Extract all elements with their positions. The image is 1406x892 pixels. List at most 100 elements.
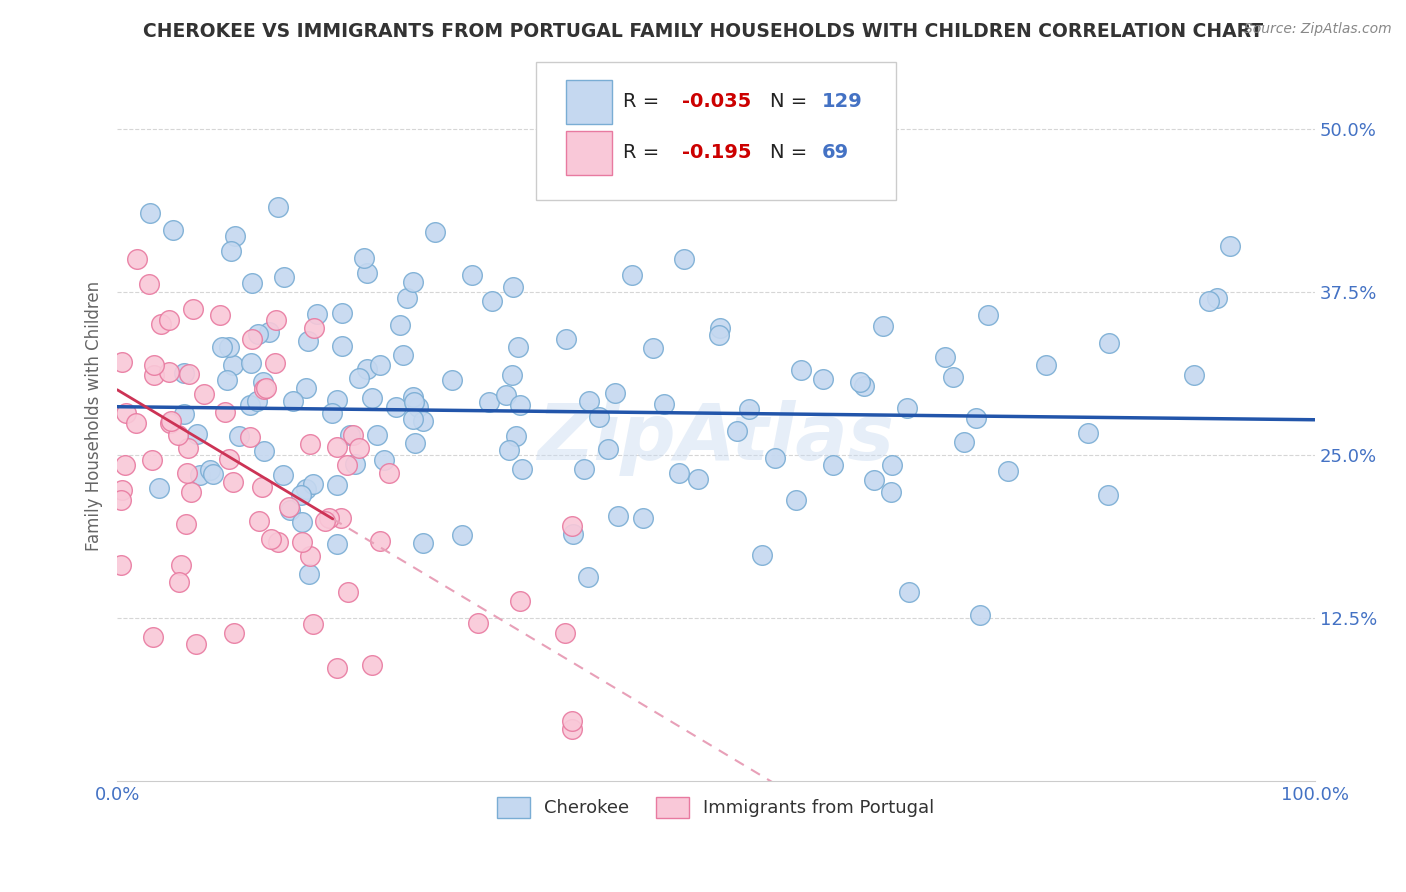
Point	[1097, 488, 1119, 502]
Point	[725, 424, 748, 438]
Point	[157, 365, 180, 379]
Point	[404, 435, 426, 450]
Point	[167, 575, 190, 590]
Point	[572, 461, 595, 475]
Point	[240, 332, 263, 346]
Point	[509, 594, 531, 608]
Legend: Cherokee, Immigrants from Portugal: Cherokee, Immigrants from Portugal	[488, 788, 943, 827]
Point	[356, 361, 378, 376]
Point	[299, 549, 322, 563]
Point	[450, 528, 472, 542]
Point	[339, 428, 361, 442]
Point	[368, 533, 391, 548]
Point	[509, 398, 531, 412]
Point	[224, 228, 246, 243]
Point	[969, 607, 991, 622]
Point	[291, 515, 314, 529]
Point	[965, 411, 987, 425]
Point	[561, 714, 583, 729]
Point	[495, 388, 517, 402]
Point	[239, 430, 262, 444]
Point	[201, 467, 224, 481]
Text: ZipAtlas: ZipAtlas	[537, 400, 894, 475]
Point	[250, 480, 273, 494]
Point	[1035, 358, 1057, 372]
Point	[180, 484, 202, 499]
Point	[652, 397, 675, 411]
Point	[336, 458, 359, 472]
Point	[271, 467, 294, 482]
Point	[111, 355, 134, 369]
Point	[366, 427, 388, 442]
Point	[953, 434, 976, 449]
Point	[298, 566, 321, 581]
Point	[305, 306, 328, 320]
Point	[1098, 336, 1121, 351]
Point	[347, 441, 370, 455]
Point	[218, 452, 240, 467]
Point	[863, 474, 886, 488]
Point	[596, 442, 619, 456]
Point	[173, 367, 195, 381]
Point	[385, 400, 408, 414]
FancyBboxPatch shape	[567, 130, 612, 175]
Point	[281, 393, 304, 408]
Point	[326, 661, 349, 675]
Point	[425, 225, 447, 239]
Point	[174, 516, 197, 531]
Point	[588, 409, 610, 424]
Point	[643, 342, 665, 356]
Point	[402, 395, 425, 409]
Point	[326, 440, 349, 454]
Point	[607, 509, 630, 524]
Point	[347, 370, 370, 384]
Point	[502, 280, 524, 294]
Point	[173, 407, 195, 421]
Point	[141, 452, 163, 467]
Point	[1077, 425, 1099, 440]
Point	[318, 511, 340, 525]
Text: N =: N =	[770, 92, 813, 112]
Point	[342, 428, 364, 442]
Point	[1205, 292, 1227, 306]
Point	[297, 334, 319, 348]
Point	[378, 466, 401, 480]
Point	[356, 266, 378, 280]
Point	[239, 398, 262, 412]
Text: -0.035: -0.035	[682, 92, 752, 112]
Point	[228, 429, 250, 443]
Point	[336, 585, 359, 599]
Point	[738, 401, 761, 416]
Point	[391, 348, 413, 362]
Text: N =: N =	[770, 144, 813, 162]
Point	[325, 393, 347, 408]
Point	[897, 585, 920, 599]
Point	[997, 464, 1019, 478]
Point	[221, 244, 243, 259]
Point	[186, 427, 208, 442]
Point	[181, 302, 204, 317]
Point	[896, 401, 918, 416]
Point	[240, 356, 263, 370]
Point	[295, 381, 318, 395]
Point	[298, 436, 321, 450]
Point	[253, 444, 276, 458]
Point	[402, 412, 425, 426]
Point	[142, 368, 165, 382]
Point	[368, 359, 391, 373]
Point	[150, 318, 173, 332]
Point	[157, 313, 180, 327]
Point	[373, 453, 395, 467]
Point	[790, 363, 813, 377]
Point	[361, 391, 384, 405]
Point	[247, 514, 270, 528]
Point	[302, 476, 325, 491]
Point	[166, 427, 188, 442]
Point	[253, 383, 276, 397]
Point	[631, 511, 654, 525]
Point	[256, 381, 278, 395]
Point	[508, 340, 530, 354]
Point	[688, 472, 710, 486]
Text: 69: 69	[821, 144, 848, 162]
Point	[273, 270, 295, 285]
